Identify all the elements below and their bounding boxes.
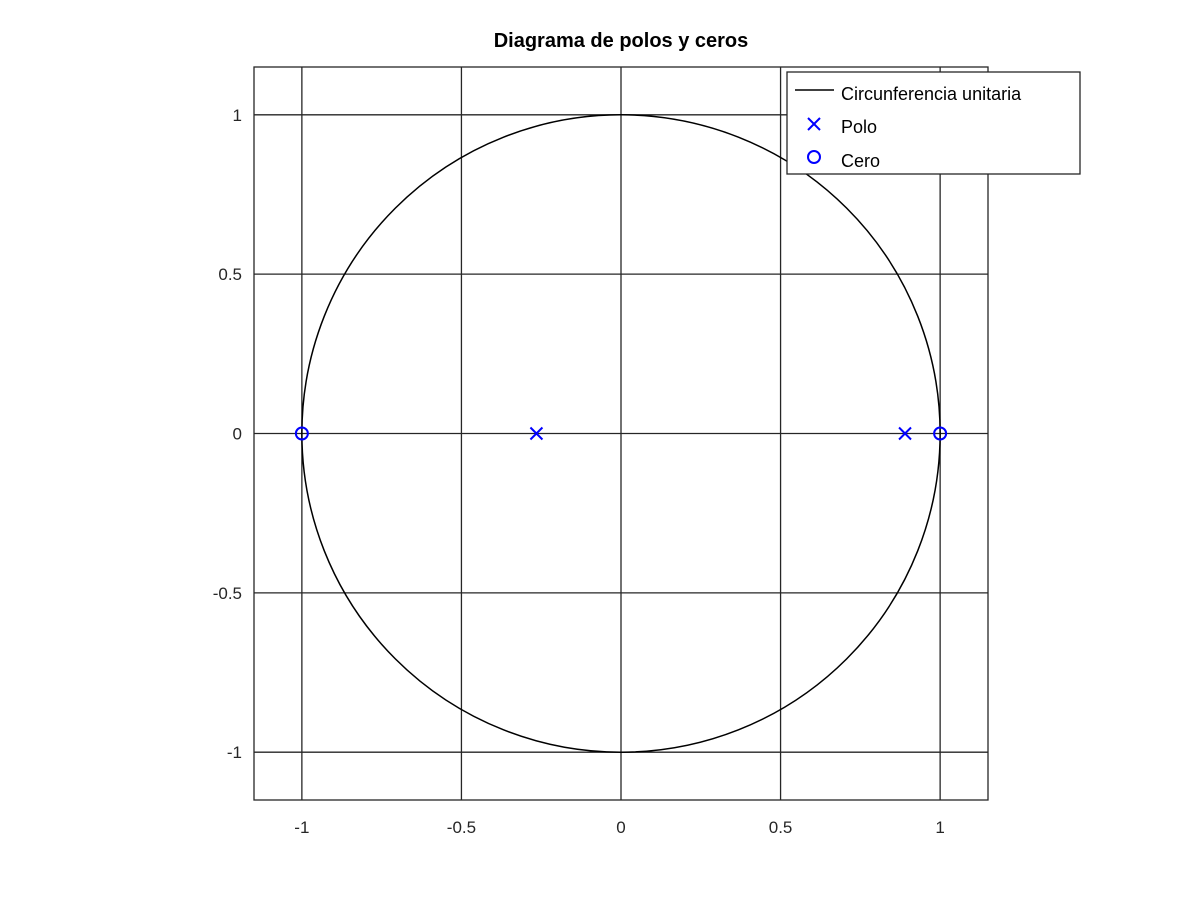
x-tick-label-4: 1 bbox=[935, 818, 944, 837]
x-tick-label-3: 0.5 bbox=[769, 818, 793, 837]
y-tick-label-3: 0.5 bbox=[218, 265, 242, 284]
y-tick-label-4: 1 bbox=[233, 106, 242, 125]
zero-marker-1 bbox=[933, 426, 948, 441]
x-tick-label-1: -0.5 bbox=[447, 818, 476, 837]
axes-box bbox=[253, 66, 989, 801]
x-tick-label-0: -1 bbox=[294, 818, 309, 837]
legend: Circunferencia unitaria Polo Cero bbox=[786, 71, 1081, 175]
plot-area: -1 -0.5 0 0.5 1 -1 -0.5 0 0.5 1 bbox=[213, 66, 989, 837]
x-tick-label-2: 0 bbox=[616, 818, 625, 837]
legend-pole-marker bbox=[807, 117, 821, 131]
y-tick-label-0: -1 bbox=[227, 743, 242, 762]
unit-circle-line bbox=[301, 114, 941, 753]
pole-marker-1 bbox=[898, 426, 912, 441]
legend-box bbox=[786, 71, 1081, 175]
zero-marker-0 bbox=[294, 426, 309, 441]
legend-label-pole: Polo bbox=[841, 117, 877, 137]
pole-marker-0 bbox=[529, 426, 544, 441]
y-tick-label-1: -0.5 bbox=[213, 584, 242, 603]
chart-title: Diagrama de polos y ceros bbox=[494, 30, 749, 52]
legend-zero-marker bbox=[807, 150, 821, 164]
legend-label-zero: Cero bbox=[841, 151, 880, 171]
y-tick-label-2: 0 bbox=[233, 425, 242, 444]
legend-label-circle: Circunferencia unitaria bbox=[841, 84, 1022, 104]
